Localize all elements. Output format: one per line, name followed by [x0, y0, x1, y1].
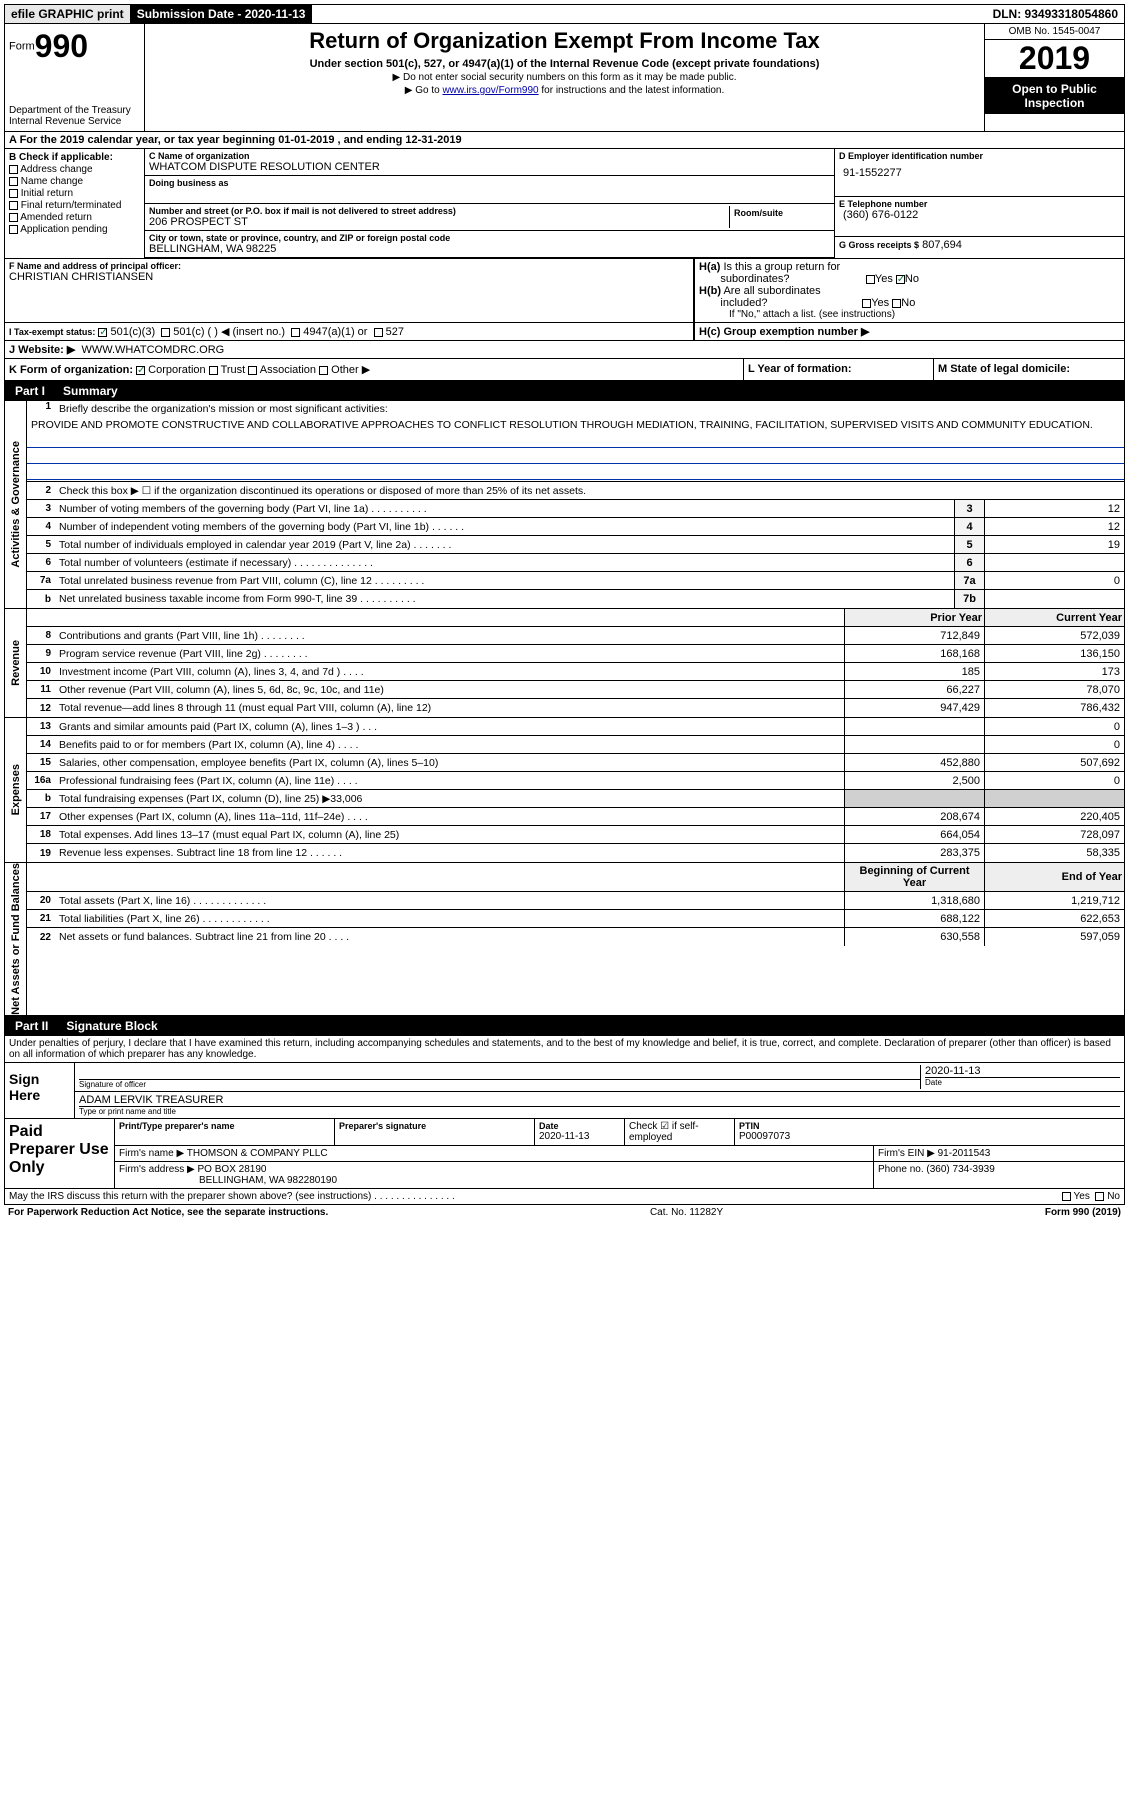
chk-amended[interactable]: [9, 213, 18, 222]
net-assets-beg: 630,558: [844, 928, 984, 946]
section-bcdefg: B Check if applicable: Address change Na…: [4, 149, 1125, 259]
b-label: B Check if applicable:: [9, 152, 140, 163]
contrib-current: 572,039: [984, 627, 1124, 644]
chk-application[interactable]: [9, 225, 18, 234]
efile-print-button[interactable]: efile GRAPHIC print: [5, 5, 131, 23]
firm-address: PO BOX 28190: [198, 1164, 267, 1175]
row-a-period: A For the 2019 calendar year, or tax yea…: [4, 132, 1125, 149]
total-assets-end: 1,219,712: [984, 892, 1124, 909]
chk-assoc[interactable]: [248, 366, 257, 375]
total-assets-beg: 1,318,680: [844, 892, 984, 909]
chk-4947[interactable]: [291, 328, 300, 337]
voting-members: 12: [984, 500, 1124, 517]
chk-hb-yes[interactable]: [862, 299, 871, 308]
revenue-section: Revenue Prior YearCurrent Year 8Contribu…: [4, 609, 1125, 718]
employees: 19: [984, 536, 1124, 553]
section-fhij: F Name and address of principal officer:…: [4, 259, 1125, 359]
department-label: Department of the Treasury Internal Reve…: [9, 105, 140, 127]
total-exp-current: 728,097: [984, 826, 1124, 843]
irs-link[interactable]: www.irs.gov/Form990: [442, 85, 538, 96]
website: WWW.WHATCOMDRC.ORG: [81, 344, 224, 356]
total-rev-prior: 947,429: [844, 699, 984, 717]
chk-trust[interactable]: [209, 366, 218, 375]
principal-officer: CHRISTIAN CHRISTIANSEN: [9, 271, 689, 283]
chk-hb-no[interactable]: [892, 299, 901, 308]
chk-name[interactable]: [9, 177, 18, 186]
org-name: WHATCOM DISPUTE RESOLUTION CENTER: [149, 161, 830, 173]
chk-501c[interactable]: [161, 328, 170, 337]
footer: For Paperwork Reduction Act Notice, see …: [4, 1205, 1125, 1220]
ein: 91-1552277: [839, 167, 1120, 179]
chk-discuss-no[interactable]: [1095, 1192, 1104, 1201]
indep-voting: 12: [984, 518, 1124, 535]
prep-date: 2020-11-13: [539, 1131, 620, 1142]
chk-corp[interactable]: [136, 366, 145, 375]
part-2-header: Part II Signature Block: [4, 1016, 1125, 1036]
tax-year: 2019: [985, 40, 1124, 78]
form-label: Form: [9, 40, 35, 52]
gross-receipts: 807,694: [922, 239, 962, 251]
chk-address[interactable]: [9, 165, 18, 174]
telephone: (360) 676-0122: [839, 209, 1120, 221]
chk-other[interactable]: [319, 366, 328, 375]
omb-number: OMB No. 1545-0047: [985, 24, 1124, 40]
contrib-prior: 712,849: [844, 627, 984, 644]
total-exp-prior: 664,054: [844, 826, 984, 843]
chk-ha-no[interactable]: [896, 275, 905, 284]
street-address: 206 PROSPECT ST: [149, 216, 729, 228]
ptin: P00097073: [739, 1131, 1120, 1142]
city-state-zip: BELLINGHAM, WA 98225: [149, 243, 830, 255]
row-klm: K Form of organization: Corporation Trus…: [4, 359, 1125, 381]
form-subtitle: Under section 501(c), 527, or 4947(a)(1)…: [149, 58, 980, 70]
net-assets-section: Net Assets or Fund Balances Beginning of…: [4, 863, 1125, 1016]
chk-final[interactable]: [9, 201, 18, 210]
net-unrelated: [984, 590, 1124, 608]
form-title: Return of Organization Exempt From Incom…: [149, 28, 980, 54]
chk-initial[interactable]: [9, 189, 18, 198]
signature-block: Under penalties of perjury, I declare th…: [4, 1036, 1125, 1189]
form-version: Form 990 (2019): [1045, 1207, 1121, 1218]
top-bar: efile GRAPHIC print Submission Date - 20…: [4, 4, 1125, 24]
dln: DLN: 93493318054860: [987, 5, 1124, 23]
firm-ein: 91-2011543: [938, 1148, 991, 1159]
discuss-row: May the IRS discuss this return with the…: [4, 1189, 1125, 1205]
mission-statement: PROVIDE AND PROMOTE CONSTRUCTIVE AND COL…: [27, 417, 1124, 433]
ssn-note: ▶ Do not enter social security numbers o…: [149, 72, 980, 83]
chk-527[interactable]: [374, 328, 383, 337]
expenses-section: Expenses 13Grants and similar amounts pa…: [4, 718, 1125, 863]
form-header: Form990 Department of the Treasury Inter…: [4, 24, 1125, 132]
total-rev-current: 786,432: [984, 699, 1124, 717]
firm-phone: (360) 734-3939: [926, 1164, 994, 1175]
activities-governance: Activities & Governance 1Briefly describ…: [4, 401, 1125, 609]
cat-no: Cat. No. 11282Y: [650, 1207, 723, 1218]
open-public-badge: Open to Public Inspection: [985, 78, 1124, 114]
form-number: 990: [35, 28, 88, 64]
net-assets-end: 597,059: [984, 928, 1124, 946]
chk-discuss-yes[interactable]: [1062, 1192, 1071, 1201]
chk-501c3[interactable]: [98, 328, 107, 337]
unrelated-rev: 0: [984, 572, 1124, 589]
submission-date: Submission Date - 2020-11-13: [131, 5, 313, 23]
sig-date: 2020-11-13: [925, 1065, 1120, 1077]
officer-name-title: ADAM LERVIK TREASURER: [79, 1094, 1120, 1106]
volunteers: [984, 554, 1124, 571]
chk-ha-yes[interactable]: [866, 275, 875, 284]
part-1-header: Part I Summary: [4, 381, 1125, 401]
firm-name: THOMSON & COMPANY PLLC: [187, 1148, 328, 1159]
